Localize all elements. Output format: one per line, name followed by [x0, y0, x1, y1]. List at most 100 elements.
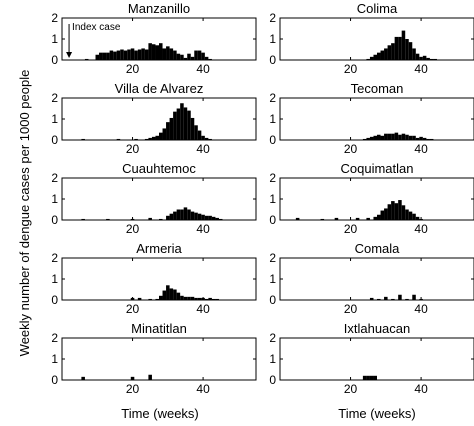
- chart-9-x-tick-label: 40: [414, 382, 428, 396]
- chart-5-bar: [355, 217, 360, 220]
- chart-0-bar: [159, 43, 163, 60]
- chart-9-y-tick-label: 2: [269, 331, 276, 345]
- chart-6-bar: [204, 298, 209, 300]
- chart-9-title: Ixtlahuacan: [344, 321, 411, 336]
- chart-1-bar: [405, 39, 409, 60]
- chart-0-bar: [130, 48, 135, 60]
- chart-3-bar: [401, 133, 406, 140]
- chart-5-bar: [412, 213, 416, 220]
- chart-0-bar: [95, 54, 100, 60]
- chart-0-bar: [190, 56, 195, 60]
- chart-4-bar: [194, 212, 198, 220]
- chart-2-bar: [208, 138, 212, 140]
- chart-6-bar: [215, 298, 219, 300]
- chart-0-bar: [151, 44, 156, 60]
- chart-4-y-tick-label: 1: [51, 192, 58, 206]
- chart-6-bar: [183, 296, 188, 300]
- chart-7-y-tick-label: 0: [269, 293, 276, 307]
- chart-9-bar: [362, 375, 367, 380]
- chart-5-bar: [387, 204, 392, 220]
- chart-0-bar: [176, 53, 181, 60]
- chart-5-bar: [391, 201, 395, 220]
- chart-4-bar: [169, 213, 174, 220]
- chart-2-y-tick-label: 1: [51, 112, 58, 126]
- chart-0-bar: [169, 48, 174, 60]
- chart-0-bar: [148, 43, 152, 60]
- chart-5-bar: [377, 214, 381, 220]
- chart-2-bar: [148, 137, 152, 140]
- chart-0-bar: [109, 50, 114, 60]
- chart-0-bar: [197, 50, 202, 60]
- chart-4-bar: [180, 209, 184, 220]
- chart-7-axes-frame: [279, 257, 474, 301]
- chart-2-bar: [116, 138, 121, 140]
- chart-3-bar: [373, 135, 377, 140]
- chart-1-bar: [422, 55, 427, 60]
- chart-2-bar: [155, 135, 159, 140]
- chart-8-bar: [148, 374, 152, 380]
- chart-3-bar: [405, 134, 409, 140]
- chart-8-axes-frame: [61, 337, 257, 381]
- chart-3-bar: [394, 132, 399, 140]
- chart-6-bar: [137, 297, 142, 300]
- chart-3-x-tick-label: 40: [414, 142, 428, 156]
- chart-2-x-tick-label: 40: [196, 142, 210, 156]
- chart-4-bar: [148, 217, 152, 220]
- chart-7-bar: [405, 298, 409, 300]
- chart-3-bar: [408, 135, 413, 140]
- chart-3-title: Tecoman: [351, 81, 404, 96]
- chart-5-bar: [366, 217, 370, 220]
- chart-7-y-tick-label: 1: [269, 272, 276, 286]
- chart-4-bar: [106, 218, 110, 220]
- chart-0-bar: [113, 51, 117, 60]
- chart-4-bar: [173, 211, 177, 220]
- chart-8-title: Minatitlan: [131, 321, 187, 336]
- chart-3-bar: [384, 133, 388, 140]
- chart-7-bar: [398, 294, 402, 300]
- chart-5-y-tick-label: 2: [269, 171, 276, 185]
- chart-0-y-tick-label: 1: [51, 32, 58, 46]
- chart-9-bar: [366, 375, 370, 380]
- chart-7-bar: [412, 294, 416, 300]
- chart-5-y-tick-label: 0: [269, 213, 276, 227]
- chart-5-axes-frame: [279, 177, 474, 221]
- chart-0-bar: [183, 57, 188, 60]
- chart-6-bar: [159, 295, 163, 300]
- chart-4-bar: [159, 218, 163, 220]
- chart-4-bar: [215, 217, 219, 220]
- chart-0-y-tick-label: 0: [51, 53, 58, 67]
- chart-4-bar: [187, 209, 191, 220]
- chart-0-bar: [106, 52, 110, 60]
- chart-0-bar: [166, 46, 170, 60]
- chart-5-bar: [295, 217, 300, 220]
- chart-4-title: Cuauhtemoc: [122, 161, 196, 176]
- chart-2-x-tick-label: 20: [126, 142, 140, 156]
- chart-0-bar: [137, 49, 142, 60]
- chart-2-bar: [162, 128, 167, 140]
- chart-8-x-tick-label: 40: [196, 382, 210, 396]
- chart-5-title: Coquimatlan: [341, 161, 414, 176]
- chart-1-bar: [412, 48, 416, 60]
- chart-3-bar: [387, 133, 392, 140]
- chart-5-bar: [320, 218, 325, 220]
- chart-1-x-tick-label: 40: [414, 62, 428, 76]
- chart-3-bar: [362, 138, 367, 140]
- chart-0-bar: [84, 58, 89, 60]
- chart-7-x-tick-label: 40: [414, 302, 428, 316]
- chart-4-bar: [208, 215, 212, 220]
- chart-8-bar: [81, 376, 85, 380]
- chart-6-bar: [211, 298, 216, 300]
- chart-1-bar: [377, 52, 381, 60]
- chart-1-bar: [384, 48, 388, 60]
- chart-2-bar: [180, 103, 184, 140]
- chart-6-bar: [155, 298, 159, 300]
- chart-5-y-tick-label: 1: [269, 192, 276, 206]
- chart-3-bar: [398, 134, 402, 140]
- chart-4-bar: [211, 216, 216, 220]
- chart-7-bar: [377, 298, 381, 300]
- chart-2-bar: [197, 130, 202, 140]
- chart-0-y-tick-label: 2: [51, 11, 58, 25]
- chart-4-bar: [166, 215, 170, 220]
- chart-6-bar: [194, 297, 198, 300]
- chart-5-x-tick-label: 20: [344, 222, 358, 236]
